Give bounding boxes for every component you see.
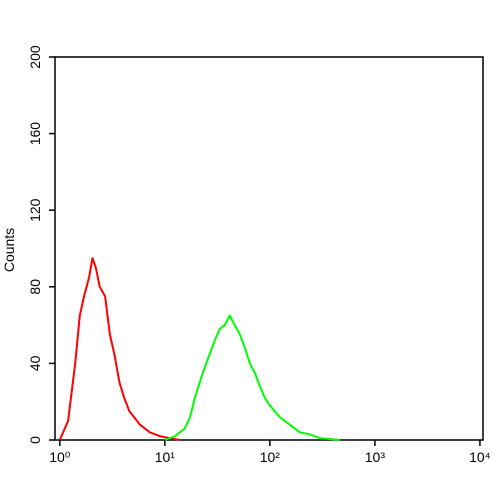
series-line <box>58 257 181 441</box>
x-tick-label: 10⁰ <box>49 449 71 465</box>
x-tick-label: 10² <box>260 449 281 465</box>
x-tick-label: 10³ <box>365 449 386 465</box>
y-tick-label: 40 <box>27 355 43 371</box>
y-tick-label: 0 <box>27 436 43 444</box>
x-tick-label: 10¹ <box>155 449 176 465</box>
y-tick-label: 160 <box>27 122 43 146</box>
x-tick-label: 10⁴ <box>469 449 491 465</box>
y-tick-label: 80 <box>27 279 43 295</box>
y-axis-label: Counts <box>1 228 17 272</box>
plot-frame <box>54 56 484 441</box>
y-tick-label: 120 <box>27 198 43 222</box>
series-line <box>164 314 340 441</box>
y-tick-label: 200 <box>27 45 43 69</box>
